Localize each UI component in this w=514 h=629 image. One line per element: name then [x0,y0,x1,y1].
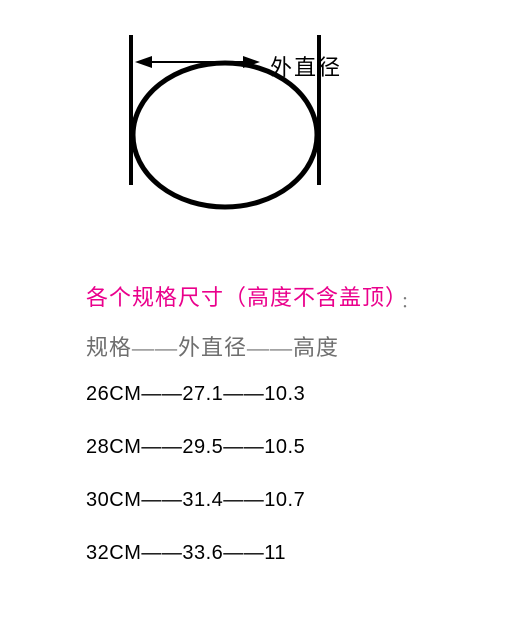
row-diameter: 31.4 [182,489,223,511]
header-col-1: 规格 [86,335,132,360]
row-height: 10.3 [264,383,305,405]
table-row: 30CM——31.4——10.7 [86,489,305,512]
title-line: 各个规格尺寸（高度不含盖顶）： [86,280,418,312]
row-spec: 32CM [86,542,141,564]
row-sep: —— [223,383,264,405]
row-spec: 30CM [86,489,141,511]
row-spec: 28CM [86,436,141,458]
header-col-2: 外直径 [178,335,247,360]
row-height: 11 [264,542,286,564]
diameter-label: 外直径 [270,50,342,82]
row-diameter: 27.1 [182,383,223,405]
row-sep: —— [141,542,182,564]
diameter-diagram [0,0,514,250]
row-sep: —— [223,436,264,458]
table-row: 32CM——33.6——11 [86,542,286,565]
row-sep: —— [141,489,182,511]
header-sep-1: —— [132,335,178,360]
row-sep: —— [141,436,182,458]
outer-ellipse [133,63,317,207]
row-spec: 26CM [86,383,141,405]
row-sep: —— [223,542,264,564]
row-sep: —— [223,489,264,511]
row-height: 10.7 [264,489,305,511]
row-sep: —— [141,383,182,405]
row-height: 10.5 [264,436,305,458]
row-diameter: 33.6 [182,542,223,564]
header-row: 规格——外直径——高度 [86,330,339,362]
diagram-area: 外直径 [0,0,514,250]
title-text: 各个规格尺寸（高度不含盖顶） [86,285,397,310]
table-row: 28CM——29.5——10.5 [86,436,305,459]
table-row: 26CM——27.1——10.3 [86,383,305,406]
row-diameter: 29.5 [182,436,223,458]
title-colon: ： [401,294,418,311]
header-col-3: 高度 [293,335,339,360]
arrow-head-left [135,56,152,68]
header-sep-2: —— [247,335,293,360]
